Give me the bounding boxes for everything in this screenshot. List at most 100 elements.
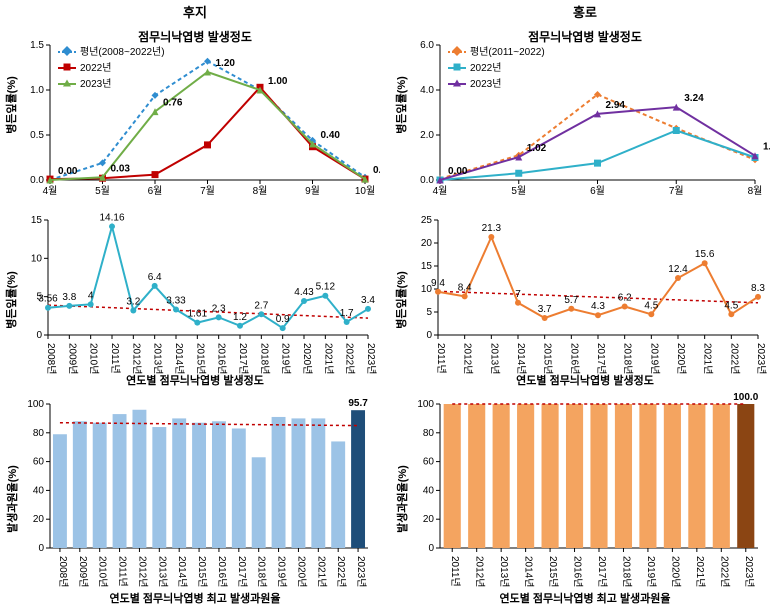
yearly-bar-chart: 020406080100100.02011년2012년2013년2014년201… bbox=[390, 390, 770, 608]
svg-text:5.7: 5.7 bbox=[564, 295, 578, 306]
svg-text:2.0: 2.0 bbox=[420, 130, 434, 141]
svg-text:2013년: 2013년 bbox=[152, 343, 164, 374]
svg-text:95.7: 95.7 bbox=[348, 398, 368, 409]
svg-text:2017년: 2017년 bbox=[596, 556, 608, 587]
svg-text:0.0: 0.0 bbox=[30, 175, 44, 186]
svg-text:20: 20 bbox=[33, 514, 45, 525]
svg-text:4월: 4월 bbox=[43, 185, 58, 197]
svg-text:2009년: 2009년 bbox=[66, 343, 78, 374]
svg-text:2018년: 2018년 bbox=[622, 343, 634, 374]
svg-text:4.5: 4.5 bbox=[644, 300, 658, 311]
svg-text:2021년: 2021년 bbox=[702, 343, 714, 374]
svg-text:4.43: 4.43 bbox=[294, 287, 314, 298]
svg-text:0: 0 bbox=[428, 543, 434, 554]
svg-text:2022년: 2022년 bbox=[728, 343, 740, 374]
svg-text:2011년: 2011년 bbox=[449, 556, 461, 587]
svg-text:20: 20 bbox=[423, 514, 435, 525]
svg-text:100.0: 100.0 bbox=[733, 392, 758, 403]
svg-text:25: 25 bbox=[421, 215, 433, 226]
svg-text:2021년: 2021년 bbox=[315, 556, 327, 587]
svg-text:60: 60 bbox=[33, 457, 45, 468]
svg-text:2019년: 2019년 bbox=[648, 343, 660, 374]
svg-text:1.61: 1.61 bbox=[188, 309, 208, 320]
svg-text:1.5: 1.5 bbox=[30, 40, 44, 51]
svg-text:2017년: 2017년 bbox=[236, 556, 248, 587]
svg-text:2016년: 2016년 bbox=[216, 343, 228, 374]
legend-label: 2023년 bbox=[80, 75, 111, 90]
svg-text:2018년: 2018년 bbox=[258, 343, 270, 374]
svg-text:4.5: 4.5 bbox=[724, 300, 738, 311]
svg-text:2014년: 2014년 bbox=[173, 343, 185, 374]
svg-text:0.00: 0.00 bbox=[448, 166, 468, 177]
svg-text:10월: 10월 bbox=[355, 185, 375, 197]
svg-text:5월: 5월 bbox=[511, 185, 526, 197]
line-chart: 0.00.51.01.54월5월6월7월8월9월10월0.000.030.761… bbox=[0, 0, 380, 205]
svg-text:100: 100 bbox=[417, 399, 434, 410]
svg-text:1.00: 1.00 bbox=[268, 76, 288, 87]
svg-text:2016년: 2016년 bbox=[216, 556, 228, 587]
svg-text:6.0: 6.0 bbox=[420, 40, 434, 51]
svg-text:3.8: 3.8 bbox=[62, 292, 76, 303]
legend-label: 평년(2008~2022년) bbox=[80, 43, 165, 58]
svg-text:3.24: 3.24 bbox=[684, 93, 704, 104]
svg-text:21.3: 21.3 bbox=[482, 223, 502, 234]
svg-text:6.2: 6.2 bbox=[618, 292, 632, 303]
svg-text:5.12: 5.12 bbox=[316, 282, 336, 293]
svg-text:0.03: 0.03 bbox=[111, 163, 131, 174]
svg-text:2009년: 2009년 bbox=[77, 556, 89, 587]
svg-text:1.2: 1.2 bbox=[233, 312, 247, 323]
svg-text:0.01: 0.01 bbox=[373, 165, 380, 176]
svg-text:40: 40 bbox=[33, 485, 45, 496]
svg-text:0: 0 bbox=[426, 330, 432, 341]
svg-text:2016년: 2016년 bbox=[572, 556, 584, 587]
svg-text:2.94: 2.94 bbox=[606, 100, 626, 111]
svg-text:0.5: 0.5 bbox=[30, 130, 44, 141]
svg-text:2015년: 2015년 bbox=[542, 343, 554, 374]
svg-text:2012년: 2012년 bbox=[130, 343, 142, 374]
svg-text:2014년: 2014년 bbox=[176, 556, 188, 587]
svg-text:0: 0 bbox=[38, 543, 44, 554]
svg-text:2015년: 2015년 bbox=[196, 556, 208, 587]
svg-text:100: 100 bbox=[27, 399, 44, 410]
svg-text:2014년: 2014년 bbox=[523, 556, 535, 587]
svg-text:0.40: 0.40 bbox=[321, 130, 341, 141]
svg-text:3.7: 3.7 bbox=[538, 304, 552, 315]
svg-text:4월: 4월 bbox=[433, 185, 448, 197]
svg-text:6월: 6월 bbox=[590, 185, 605, 197]
yearly-line-chart: 05101520259.48.421.373.75.74.36.24.512.4… bbox=[390, 210, 770, 390]
svg-text:1.02: 1.02 bbox=[527, 143, 547, 154]
svg-text:2013년: 2013년 bbox=[156, 556, 168, 587]
svg-text:4.0: 4.0 bbox=[420, 85, 434, 96]
svg-text:3.33: 3.33 bbox=[166, 295, 186, 306]
svg-text:15.6: 15.6 bbox=[695, 249, 715, 260]
svg-text:2015년: 2015년 bbox=[194, 343, 206, 374]
svg-text:2.7: 2.7 bbox=[254, 300, 268, 311]
svg-text:2011년: 2011년 bbox=[117, 556, 129, 587]
svg-text:1.20: 1.20 bbox=[216, 58, 236, 69]
legend-label: 2022년 bbox=[80, 59, 111, 74]
svg-text:2021년: 2021년 bbox=[322, 343, 334, 374]
svg-text:2011년: 2011년 bbox=[435, 343, 447, 374]
svg-text:2011년: 2011년 bbox=[109, 343, 121, 374]
svg-text:9월: 9월 bbox=[305, 185, 320, 197]
svg-text:0.0: 0.0 bbox=[420, 175, 434, 186]
svg-text:10: 10 bbox=[31, 253, 43, 264]
svg-text:2017년: 2017년 bbox=[237, 343, 249, 374]
svg-text:0: 0 bbox=[36, 330, 42, 341]
svg-text:2021년: 2021년 bbox=[694, 556, 706, 587]
svg-text:2023년: 2023년 bbox=[365, 343, 377, 374]
svg-text:1.7: 1.7 bbox=[340, 308, 354, 319]
svg-text:3.2: 3.2 bbox=[126, 296, 140, 307]
svg-text:6월: 6월 bbox=[148, 185, 163, 197]
yearly-line-chart: 0510153.563.8414.163.26.43.331.612.31.22… bbox=[0, 210, 380, 390]
svg-text:2.3: 2.3 bbox=[212, 303, 226, 314]
svg-text:0.9: 0.9 bbox=[276, 314, 290, 325]
svg-text:2008년: 2008년 bbox=[57, 556, 69, 587]
svg-text:2020년: 2020년 bbox=[675, 343, 687, 374]
svg-text:8.3: 8.3 bbox=[751, 283, 765, 294]
svg-text:2022년: 2022년 bbox=[718, 556, 730, 587]
svg-text:20: 20 bbox=[421, 238, 433, 249]
svg-text:9.4: 9.4 bbox=[431, 278, 445, 289]
svg-text:2016년: 2016년 bbox=[568, 343, 580, 374]
legend-label: 2023년 bbox=[470, 75, 501, 90]
